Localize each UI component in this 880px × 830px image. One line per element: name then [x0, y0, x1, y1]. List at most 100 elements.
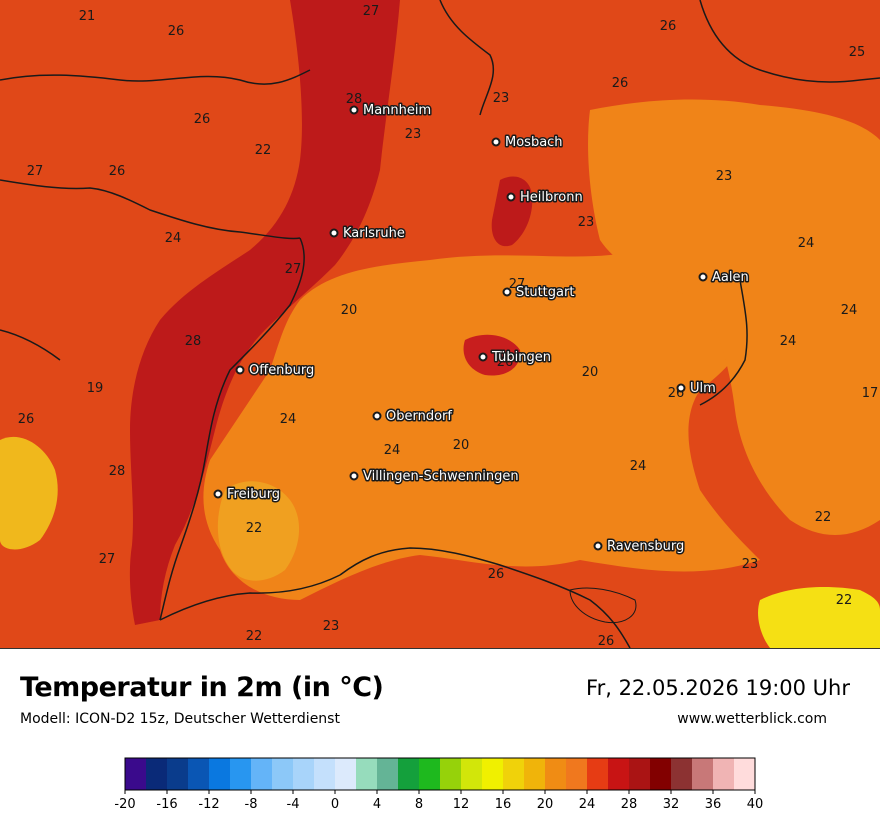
legend-color-cell	[734, 758, 756, 790]
legend-color-cell	[314, 758, 336, 790]
city-label-karlsruhe: Karlsruhe	[343, 226, 405, 241]
temperature-value-label: 24	[630, 459, 647, 474]
temperature-value-label: 23	[493, 91, 510, 106]
legend-color-cell	[167, 758, 189, 790]
legend-tick-label: 40	[747, 797, 764, 812]
city-dot-freiburg	[213, 489, 223, 499]
legend-color-cell	[671, 758, 693, 790]
temperature-value-label: 27	[99, 552, 116, 567]
city-dot-ravensburg	[593, 541, 603, 551]
legend-tick-labels: -20 -16 -12 -8 -4 0 4 8 12 16 20 24 28 32 36 40	[114, 790, 763, 812]
temperature-value-label: 24	[841, 303, 858, 318]
city-dot-oberndorf	[372, 411, 382, 421]
temperature-value-label: 20	[341, 303, 358, 318]
legend-color-cell	[545, 758, 567, 790]
legend-color-cell	[356, 758, 378, 790]
legend-tick-label: 8	[415, 797, 423, 812]
legend-color-cell	[629, 758, 651, 790]
legend-color-cell	[650, 758, 672, 790]
website-link[interactable]: www.wetterblick.com	[677, 711, 827, 727]
temperature-value-label: 19	[87, 381, 104, 396]
temperature-value-label: 23	[716, 169, 733, 184]
city-markers: Mannheim Mosbach Heilbronn Karlsruhe Aalen St…	[213, 102, 750, 556]
temperature-value-label: 24	[780, 334, 797, 349]
model-info: Modell: ICON-D2 15z, Deutscher Wetterdie…	[20, 711, 340, 727]
legend-color-cell	[566, 758, 588, 790]
city-label-villingen-schwenningen: Villingen-Schwenningen	[363, 469, 519, 484]
temperature-value-label: 22	[815, 510, 832, 525]
city-label-tübingen: Tübingen	[491, 350, 551, 365]
legend-color-bar	[124, 757, 756, 791]
legend-color-cell	[419, 758, 441, 790]
temperature-value-label: 24	[280, 412, 297, 427]
temperature-value-label: 26	[598, 634, 615, 649]
legend-color-cell	[272, 758, 294, 790]
temperature-zone-17	[217, 481, 300, 581]
legend-tick-label: -20	[114, 797, 135, 812]
city-dot-stuttgart	[502, 287, 512, 297]
city-label-mannheim: Mannheim	[363, 103, 431, 118]
legend-color-cell	[503, 758, 525, 790]
city-dot-tübingen	[478, 352, 488, 362]
temperature-value-label: 26	[497, 355, 514, 370]
legend-color-cell	[188, 758, 210, 790]
city-label-stuttgart: Stuttgart	[516, 285, 574, 300]
city-label-aalen: Aalen	[712, 270, 749, 285]
legend-tick-label: 20	[537, 797, 554, 812]
legend-color-cell	[461, 758, 483, 790]
temperature-value-label: 24	[798, 236, 815, 251]
city-dot-mannheim	[349, 105, 359, 115]
city-dot-aalen	[698, 272, 708, 282]
temperature-value-label: 26	[168, 24, 185, 39]
temperature-value-label: 27	[285, 262, 302, 277]
temperature-value-label: 26	[660, 19, 677, 34]
temperature-value-label: 22	[246, 521, 263, 536]
city-dot-villingen-schwenningen	[349, 471, 359, 481]
temperature-value-label: 28	[185, 334, 202, 349]
legend-color-cell	[209, 758, 231, 790]
legend-tick-label: -4	[287, 797, 300, 812]
legend-color-cell	[125, 758, 147, 790]
lake-constance-outline	[569, 587, 637, 624]
temperature-zone-19	[0, 436, 58, 550]
legend-tick-label: 28	[621, 797, 638, 812]
legend-color-cell	[335, 758, 357, 790]
temperature-value-label: 20	[453, 438, 470, 453]
temperature-value-label: 26	[194, 112, 211, 127]
city-dot-karlsruhe	[329, 228, 339, 238]
color-legend: -20 -16 -12 -8 -4 0 4 8 12 16 20 24 28 32 36 40	[114, 757, 763, 812]
map-title: Temperatur in 2m (in °C)	[20, 672, 384, 703]
forecast-datetime: Fr, 22.05.2026 19:00 Uhr	[586, 676, 850, 700]
temperature-value-label: 22	[246, 629, 263, 644]
legend-tick-label: 16	[495, 797, 512, 812]
legend-color-cell	[398, 758, 420, 790]
city-dot-mosbach	[491, 137, 501, 147]
legend-color-cell	[230, 758, 252, 790]
city-dot-heilbronn	[506, 192, 516, 202]
temperature-value-label: 26	[109, 164, 126, 179]
temperature-value-label: 26	[18, 412, 35, 427]
legend-tick-label: -8	[245, 797, 258, 812]
legend-tick-label: 32	[663, 797, 680, 812]
border-lines	[0, 0, 880, 648]
temperature-value-label: 27	[27, 164, 44, 179]
legend-color-cell	[524, 758, 546, 790]
temperature-value-label: 26	[612, 76, 629, 91]
temperature-zone-28-tuebingen	[463, 334, 521, 376]
temperature-labels: 21 27 26 26 25 28 23 26 26 22 23 27 26 23 23 24 24 27 27 20…	[18, 4, 879, 649]
temperature-value-label: 22	[255, 143, 272, 158]
legend-frame	[124, 757, 756, 791]
legend-tick-label: 0	[331, 797, 339, 812]
city-dot-ulm	[676, 383, 686, 393]
temperature-value-label: 23	[578, 215, 595, 230]
temperature-value-label: 28	[109, 464, 126, 479]
temperature-value-label: 23	[405, 127, 422, 142]
legend-color-cell	[440, 758, 462, 790]
temperature-value-label: 24	[165, 231, 182, 246]
legend-tick-label: 36	[705, 797, 722, 812]
legend-color-cell	[608, 758, 630, 790]
temperature-value-label: 23	[742, 557, 759, 572]
city-label-freiburg: Freiburg	[227, 487, 280, 502]
city-label-ulm: Ulm	[690, 381, 716, 396]
legend-tick-label: 24	[579, 797, 596, 812]
